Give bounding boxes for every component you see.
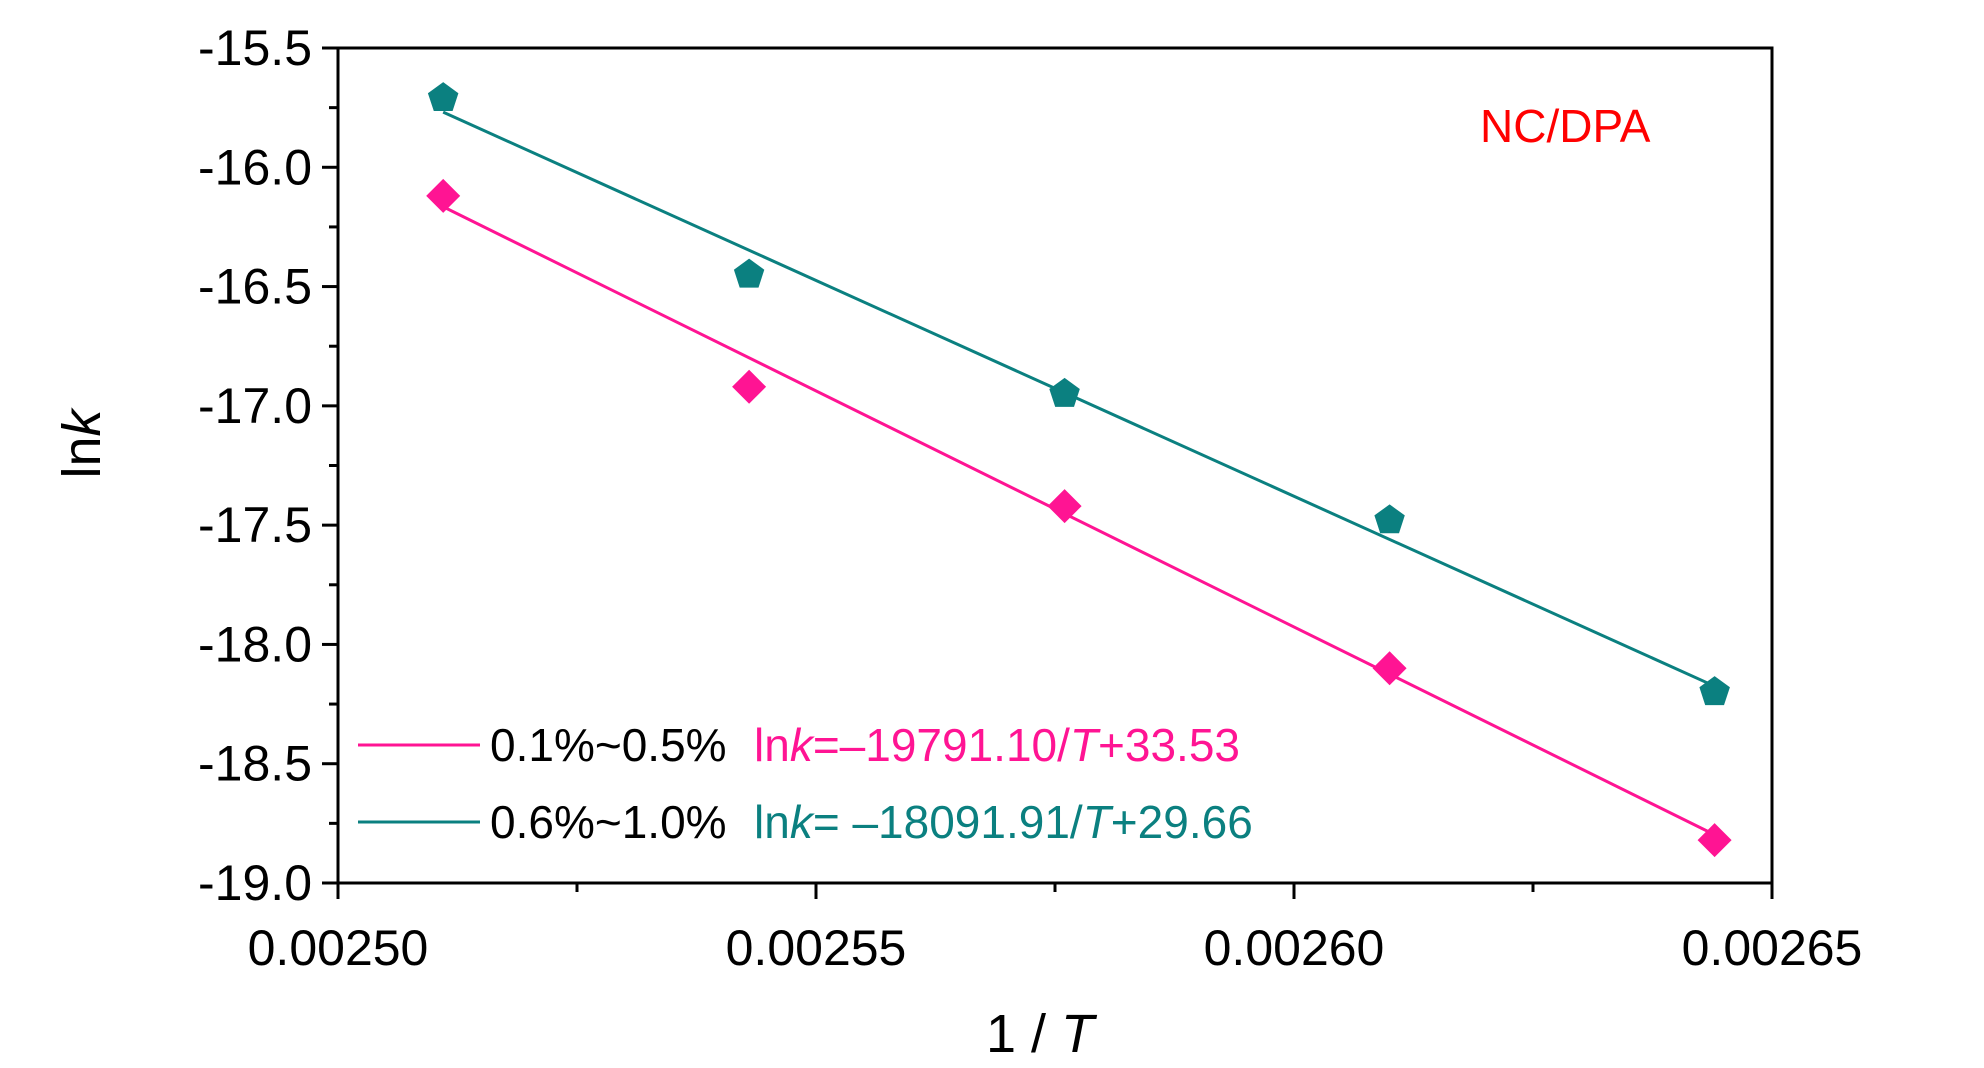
legend-label-series-1: 0.1%~0.5% — [490, 719, 727, 771]
data-point-series-1 — [1372, 651, 1407, 686]
data-point-series-2 — [1049, 377, 1080, 407]
y-tick-label: -17.0 — [198, 378, 312, 434]
legend: 0.1%~0.5% lnk=–19791.10/T+33.53 0.6%~1.0… — [358, 719, 1253, 848]
data-point-series-2 — [427, 82, 459, 111]
data-point-series-2 — [733, 258, 765, 288]
x-tick-label: 0.00255 — [726, 920, 907, 976]
chart-annotation: NC/DPA — [1480, 100, 1651, 152]
y-tick-label: -17.5 — [198, 497, 312, 553]
data-point-series-1 — [1697, 823, 1732, 858]
y-tick-label: -16.0 — [198, 139, 312, 195]
x-axis-title: 1 / T — [986, 1004, 1098, 1063]
data-point-series-1 — [732, 369, 767, 404]
y-tick-label: -19.0 — [198, 855, 312, 911]
legend-equation-series-2: lnk= –18091.91/T+29.66 — [754, 796, 1253, 848]
data-point-series-1 — [1047, 489, 1082, 524]
y-tick-label: -16.5 — [198, 259, 312, 315]
axis-ticks — [322, 46, 1774, 899]
y-tick-label: -18.5 — [198, 736, 312, 792]
y-tick-label: -18.0 — [198, 616, 312, 672]
x-tick-labels: 0.00250 0.00255 0.00260 0.00265 — [248, 920, 1863, 976]
x-tick-label: 0.00250 — [248, 920, 429, 976]
data-points — [426, 82, 1732, 858]
data-point-series-1 — [426, 178, 461, 213]
data-point-series-2 — [1374, 504, 1405, 534]
y-axis-title: lnk — [52, 406, 112, 478]
legend-label-series-2: 0.6%~1.0% — [490, 796, 727, 848]
data-point-series-2 — [1699, 676, 1730, 706]
x-tick-label: 0.00265 — [1682, 920, 1863, 976]
fit-line-series-2 — [442, 110, 1716, 688]
y-tick-labels: -19.0 -18.5 -18.0 -17.5 -17.0 -16.5 -16.0 -15.5 — [198, 20, 312, 911]
legend-equation-series-1: lnk=–19791.10/T+33.53 — [754, 719, 1240, 771]
x-tick-label: 0.00260 — [1204, 920, 1385, 976]
fit-line-series-1 — [442, 205, 1716, 837]
y-tick-label: -15.5 — [198, 20, 312, 76]
fit-lines — [442, 110, 1716, 837]
